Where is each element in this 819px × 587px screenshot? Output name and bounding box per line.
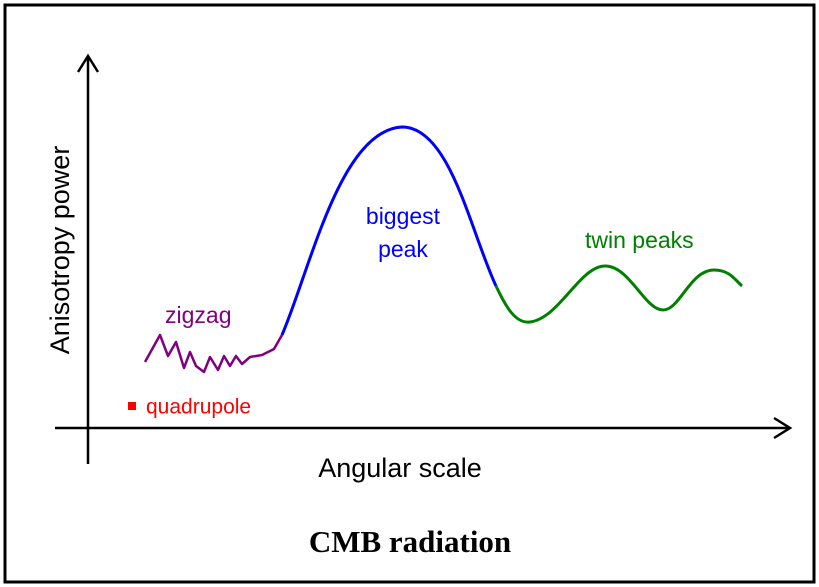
y-axis-label: Anisotropy power [45, 146, 75, 355]
twin-peaks-curve [494, 264, 744, 324]
x-arrow [773, 416, 793, 440]
y-arrow [76, 53, 100, 73]
zigzag-label: zigzag [165, 302, 231, 328]
frame [3, 3, 816, 584]
twin-peaks-label: twin peaks [585, 227, 694, 253]
quadrupole-mark [128, 402, 136, 410]
biggest-peak-label: biggest [366, 203, 441, 229]
biggest-peak-curve [280, 125, 498, 336]
quadrupole-label: quadrupole [146, 396, 251, 419]
title: CMB radiation [309, 524, 511, 559]
zigzag-curve [143, 333, 284, 374]
axes [55, 53, 793, 464]
x-axis-label: Angular scale [318, 453, 482, 483]
biggest-peak-label: peak [378, 236, 428, 262]
